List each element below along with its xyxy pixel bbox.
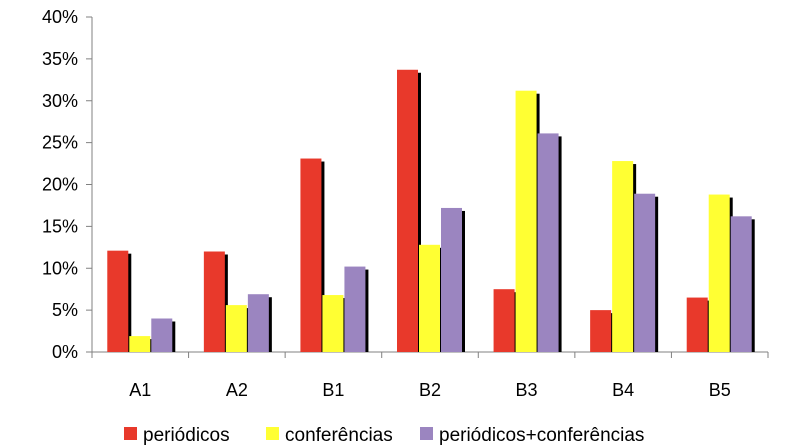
bar-b2-series-2	[441, 207, 462, 352]
bar-a2-series-1	[225, 305, 247, 352]
y-tick-label: 15%	[42, 216, 78, 236]
x-tick-label: B5	[709, 380, 731, 400]
y-tick-label: 10%	[42, 258, 78, 278]
y-tick-label: 40%	[42, 7, 78, 27]
x-tick-label: B2	[419, 380, 441, 400]
bar-b5-series-1	[708, 194, 730, 352]
legend-label: conferências	[285, 425, 393, 446]
bar-b5-series-0	[686, 297, 708, 352]
bar-b4-series-0	[590, 310, 612, 352]
bar-a1-series-2	[151, 318, 173, 352]
bars	[107, 69, 755, 352]
bar-b1-series-2	[344, 266, 366, 352]
x-tick-label: B4	[612, 380, 634, 400]
bar-b1-series-1	[322, 295, 344, 352]
y-tick-label: 25%	[42, 133, 78, 153]
bar-a2-series-2	[247, 294, 269, 352]
bar-a2-series-0	[203, 251, 225, 352]
bar-b1-series-0	[300, 158, 322, 352]
bar-b3-series-2	[537, 133, 559, 352]
bar-a1-series-0	[107, 250, 129, 352]
legend-label: periódicos	[143, 425, 230, 446]
bar-b4-series-1	[612, 161, 634, 352]
x-tick-label: A2	[226, 380, 248, 400]
bar-b4-series-2	[634, 193, 656, 352]
bar-b3-series-1	[515, 90, 537, 352]
x-tick-label: B3	[516, 380, 538, 400]
bar-b2-series-0	[397, 69, 418, 352]
y-tick-label: 5%	[52, 300, 78, 320]
x-tick-label: A1	[129, 380, 151, 400]
y-tick-label: 30%	[42, 91, 78, 111]
y-axis: 0% 5% 10% 15% 20% 25% 30% 35% 40%	[42, 7, 93, 362]
x-tick-label: B1	[322, 380, 344, 400]
y-tick-label: 20%	[42, 175, 78, 195]
bar-b5-series-2	[730, 216, 752, 352]
legend-label: periódicos+conferências	[439, 425, 644, 446]
x-axis: A1 A2 B1 B2 B3 B4 B5	[91, 351, 769, 400]
y-tick-label: 35%	[42, 49, 78, 69]
bar-b3-series-0	[493, 289, 515, 352]
y-tick-label: 0%	[52, 342, 78, 362]
legend-swatch	[420, 427, 433, 440]
legend-swatch	[266, 427, 279, 440]
bar-a1-series-1	[129, 336, 151, 352]
legend: periódicos conferências periódicos+conferê…	[124, 425, 644, 446]
legend-swatch	[124, 427, 137, 440]
bar-b2-series-1	[419, 244, 440, 352]
